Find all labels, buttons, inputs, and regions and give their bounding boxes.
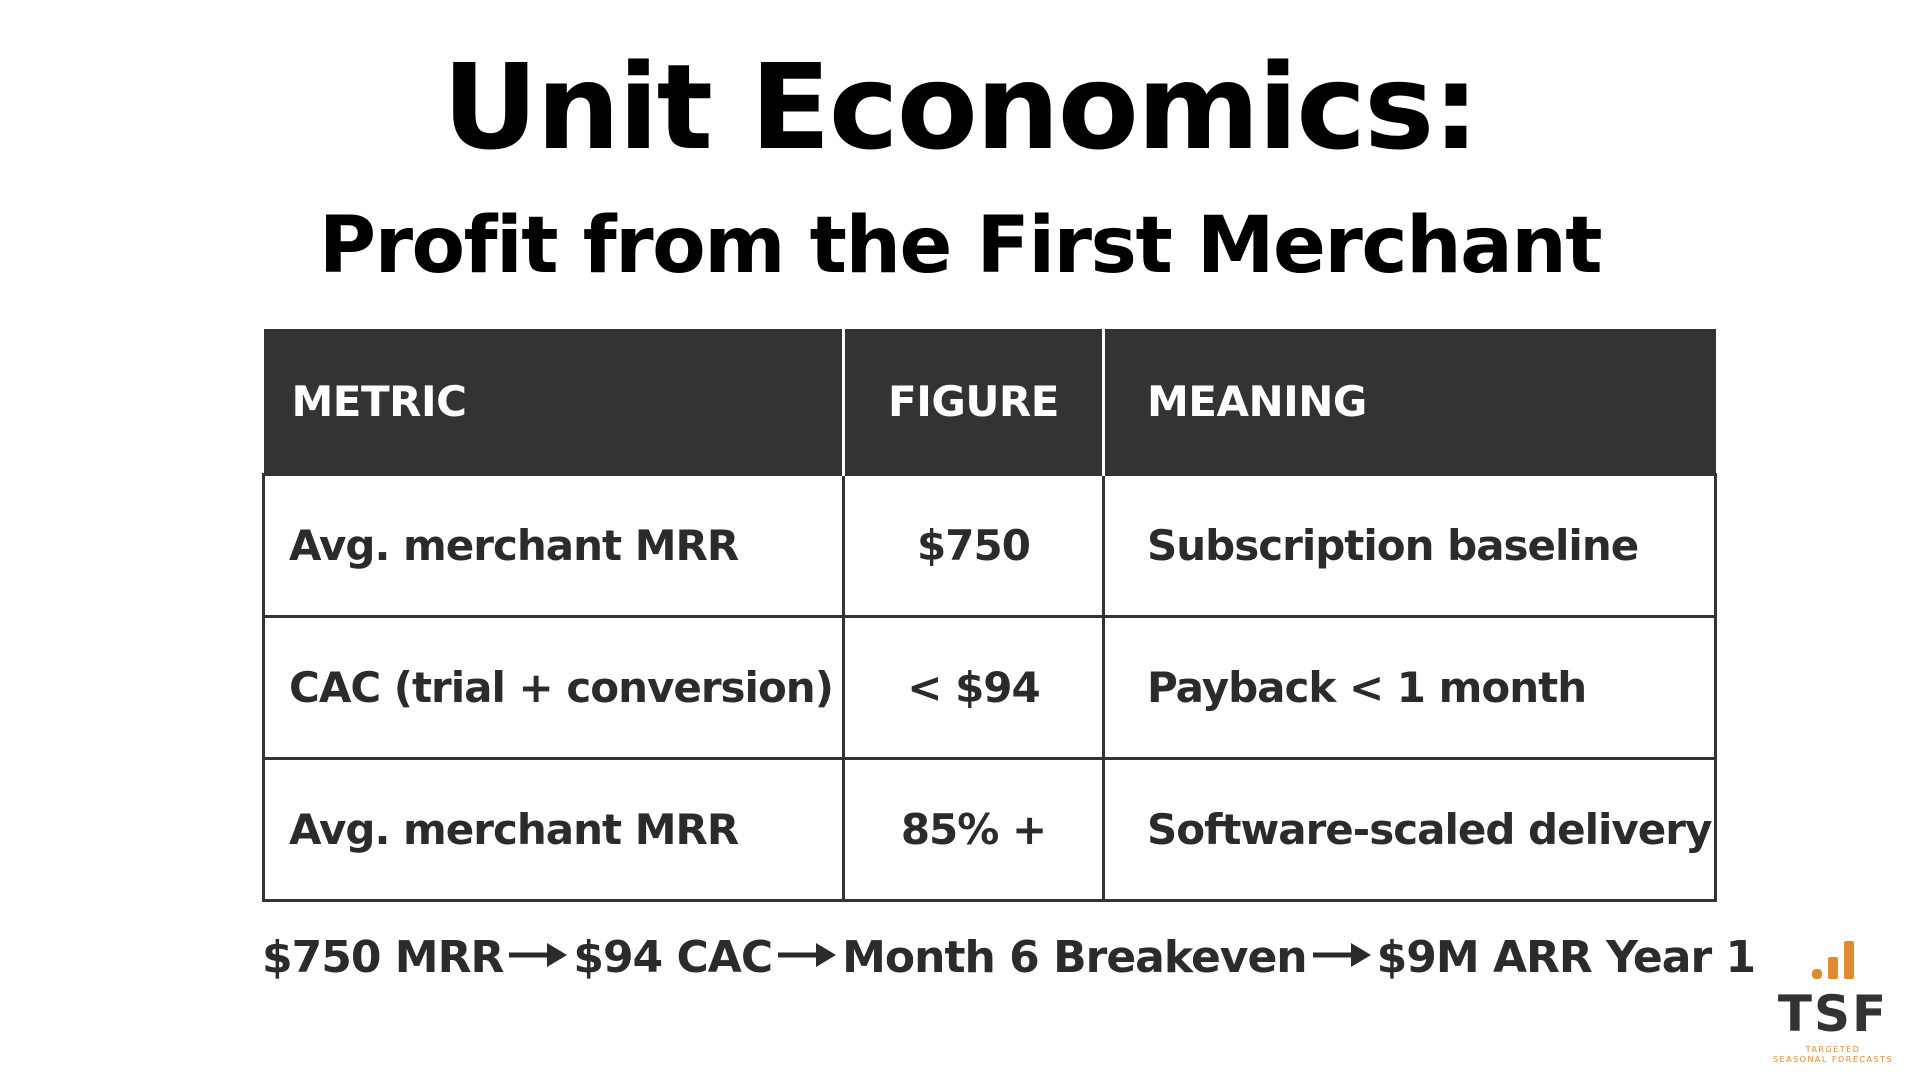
cell-figure: 85% + xyxy=(842,757,1105,902)
table-row: Avg. merchant MRR 85% + Software-scaled … xyxy=(262,757,1717,902)
table-row: Avg. merchant MRR $750 Subscription base… xyxy=(262,473,1717,618)
economics-flow: $750 MRR $94 CAC Month 6 Breakeven $9M ARR … xyxy=(262,928,1756,988)
right-arrow-icon xyxy=(1311,928,1373,988)
flow-step-arr: $9M ARR Year 1 xyxy=(1376,932,1756,983)
cell-meaning: Payback < 1 month xyxy=(1102,615,1717,760)
cell-meaning: Subscription baseline xyxy=(1102,473,1717,618)
metrics-table-container: METRIC FIGURE MEANING Avg. merchant MRR … xyxy=(262,329,1717,902)
tsf-logo: TSF TARGETED SEASONAL FORECASTS xyxy=(1758,935,1908,1075)
page-title: Unit Economics: xyxy=(442,38,1479,176)
table-header-row: METRIC FIGURE MEANING xyxy=(263,329,1716,475)
column-header-metric: METRIC xyxy=(263,329,845,475)
cell-metric: Avg. merchant MRR xyxy=(262,473,845,618)
bar-chart-icon xyxy=(1812,941,1854,979)
right-arrow-icon xyxy=(776,928,838,988)
flow-step-breakeven: Month 6 Breakeven xyxy=(842,932,1307,983)
cell-metric: CAC (trial + conversion) xyxy=(262,615,845,760)
cell-metric: Avg. merchant MRR xyxy=(262,757,845,902)
page-subtitle: Profit from the First Merchant xyxy=(318,201,1603,291)
table-body: Avg. merchant MRR $750 Subscription base… xyxy=(262,473,1717,902)
cell-figure: $750 xyxy=(842,473,1105,618)
logo-tagline: SEASONAL FORECASTS xyxy=(1772,1055,1894,1064)
flow-step-mrr: $750 MRR xyxy=(262,932,504,983)
logo-tagline: TARGETED xyxy=(1805,1045,1861,1054)
column-header-meaning: MEANING xyxy=(1103,329,1716,475)
logo-wordmark: TSF xyxy=(1777,985,1889,1043)
table-row: CAC (trial + conversion) < $94 Payback <… xyxy=(262,615,1717,760)
metrics-table: METRIC FIGURE MEANING Avg. merchant MRR … xyxy=(262,329,1717,902)
cell-figure: < $94 xyxy=(842,615,1105,760)
right-arrow-icon xyxy=(507,928,569,988)
column-header-figure: FIGURE xyxy=(843,329,1105,475)
table-header: METRIC FIGURE MEANING xyxy=(263,329,1716,475)
flow-step-cac: $94 CAC xyxy=(573,932,773,983)
cell-meaning: Software-scaled delivery xyxy=(1102,757,1717,902)
